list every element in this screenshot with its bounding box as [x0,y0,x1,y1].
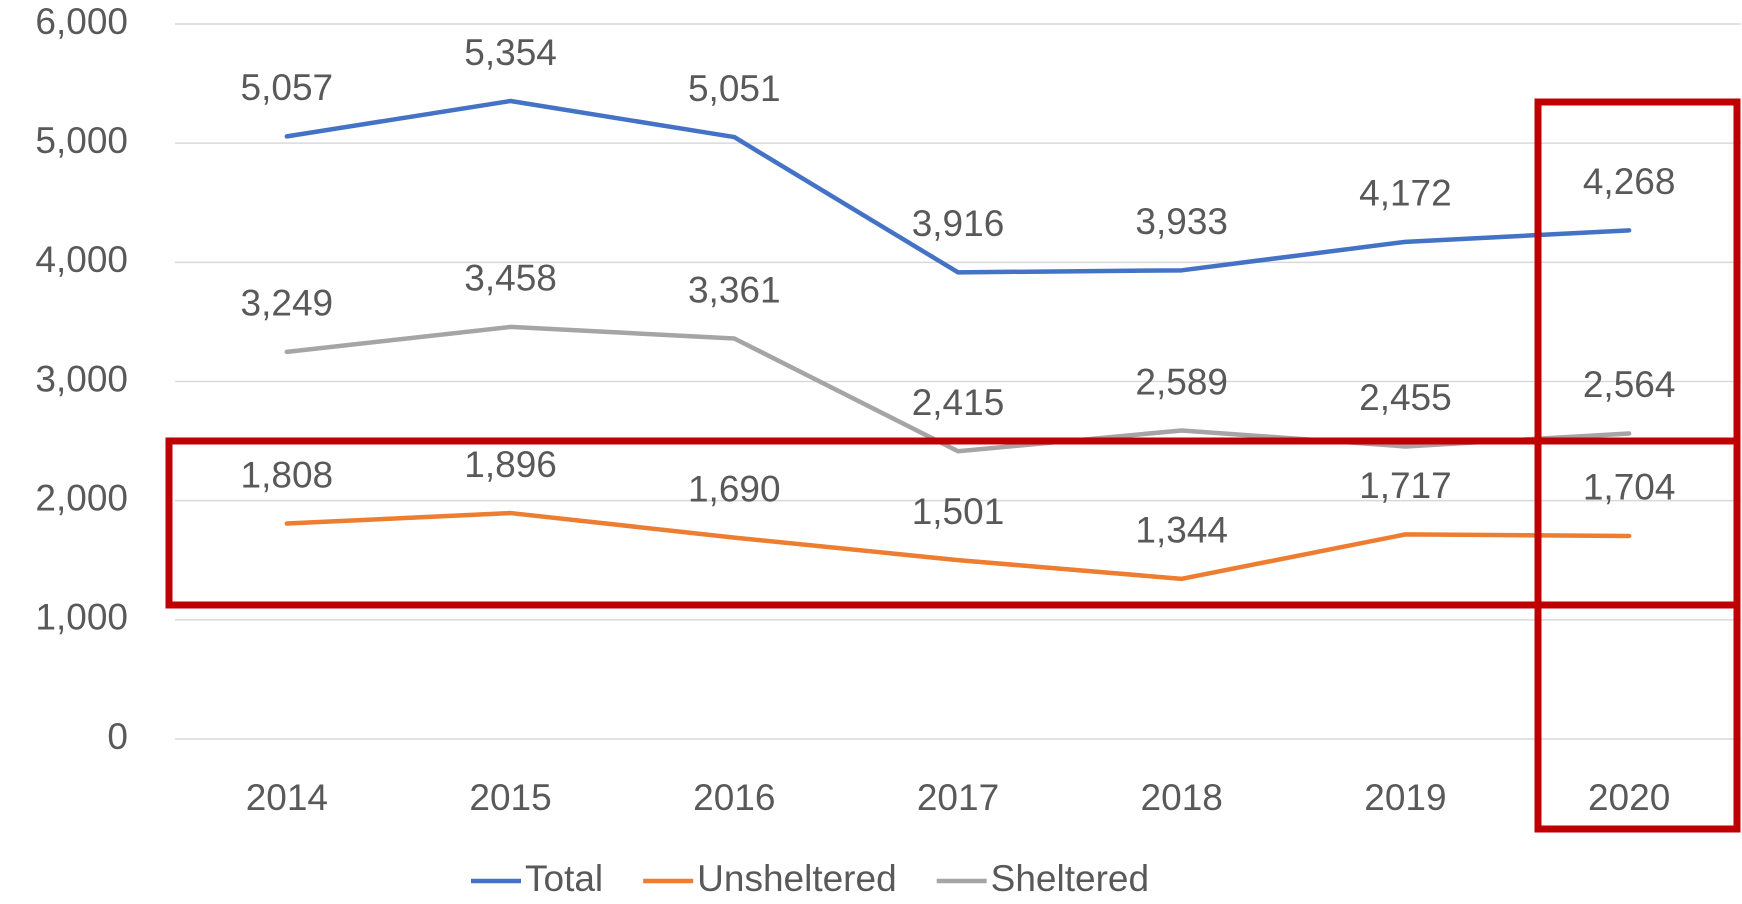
y-tick-label: 1,000 [35,597,128,638]
y-tick-label: 4,000 [35,239,128,280]
data-label: 3,361 [688,269,781,310]
legend-label: Total [525,858,603,899]
y-tick-label: 2,000 [35,477,128,518]
series-line [284,324,1632,454]
x-tick-label: 2020 [1588,777,1670,818]
data-label: 3,458 [464,258,557,299]
x-tick-label: 2017 [917,777,999,818]
y-tick-label: 6,000 [35,1,128,42]
plot-area: 0 1,000 2,000 3,000 4,000 5,000 6,000 2014 2015 2… [35,1,1741,899]
data-label: 1,690 [688,468,781,509]
data-label: 3,249 [241,283,334,324]
series-line [284,510,1632,582]
data-label: 2,589 [1135,361,1228,402]
data-label: 5,051 [688,68,781,109]
data-label: 2,455 [1359,377,1452,418]
legend-label: Sheltered [991,858,1149,899]
data-label: 2,415 [912,382,1005,423]
data-label: 3,916 [912,203,1005,244]
x-tick-label: 2016 [693,777,775,818]
x-tick-label: 2019 [1364,777,1446,818]
y-tick-label: 0 [107,716,128,757]
legend-label: Unsheltered [697,858,897,899]
data-label: 4,268 [1583,161,1676,202]
y-tick-label: 3,000 [35,358,128,399]
highlight-box [1534,98,1741,833]
data-label: 5,354 [464,32,557,73]
data-label: 5,057 [241,67,334,108]
x-tick-label: 2015 [469,777,551,818]
data-label: 4,172 [1359,173,1452,214]
series-line [284,98,1632,275]
data-label: 1,717 [1359,465,1452,506]
data-label: 1,501 [912,491,1005,532]
data-label: 1,808 [241,454,334,495]
data-label: 1,344 [1135,510,1228,551]
x-tick-label: 2014 [246,777,328,818]
data-label: 1,896 [464,444,557,485]
y-tick-label: 5,000 [35,120,128,161]
data-label: 1,704 [1583,467,1676,508]
data-label: 2,564 [1583,364,1676,405]
data-label: 3,933 [1135,201,1228,242]
x-tick-label: 2018 [1141,777,1223,818]
